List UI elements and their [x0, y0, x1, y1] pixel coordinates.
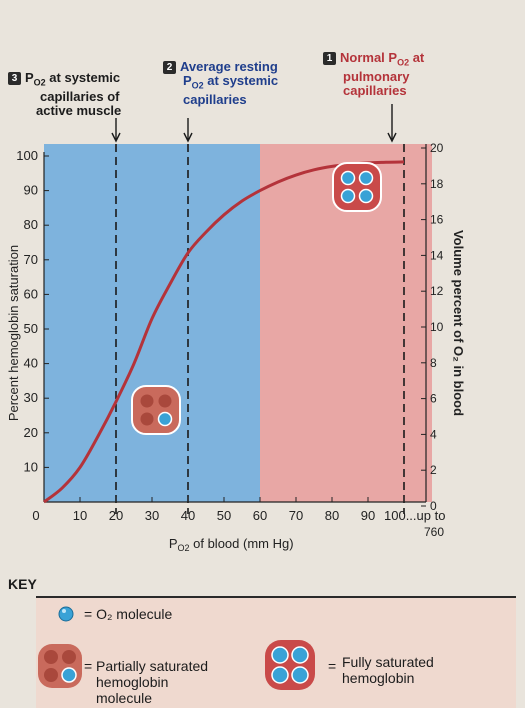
- partially-saturated-hemoglobin-icon: [38, 644, 82, 688]
- y-tick-label-60: 60: [24, 286, 38, 301]
- y2-tick-label-20: 20: [430, 141, 444, 155]
- annotation-pulmonary: 1 Normal PO2 at pulmonary capillaries: [323, 51, 424, 98]
- annotation-3-line1: PO2 at systemic: [25, 70, 121, 88]
- y-tick-label-50: 50: [24, 321, 38, 336]
- y-tick-label-30: 30: [24, 390, 38, 405]
- annotation-1-line1: Normal PO2 at: [340, 50, 425, 68]
- annotation-3-line2: capillaries of: [40, 88, 120, 104]
- badge-3: 3: [8, 72, 21, 85]
- hemoglobin-full-on-chart-body: [332, 162, 382, 212]
- arrowhead-20: [111, 132, 121, 143]
- annotation-1-line2: pulmonary: [343, 68, 410, 84]
- x-tick-label-760: 760: [424, 525, 444, 539]
- y2-tick-label-0: 0: [430, 499, 437, 513]
- x-tick-label-10: 100...up to: [384, 508, 445, 523]
- hemoglobin-partial-on-chart-site-0: [140, 394, 154, 408]
- y2-axis-label: Volume percent of O₂ in blood: [451, 230, 466, 416]
- x-tick-label-3: 30: [145, 508, 159, 523]
- y-axis-label: Percent hemoglobin saturation: [6, 245, 21, 421]
- y-tick-label-10: 10: [24, 459, 38, 474]
- hemoglobin-full-on-chart-site-1: [358, 170, 374, 186]
- arrowhead-100: [387, 132, 397, 143]
- full-label: Fully saturated hemoglobin: [342, 654, 434, 686]
- y2-tick-label-10: 10: [430, 320, 444, 334]
- annotation-2-line1: Average resting: [180, 59, 278, 74]
- x-tick-label-7: 70: [289, 508, 303, 523]
- y-tick-label-20: 20: [24, 425, 38, 440]
- x-tick-label-6: 60: [253, 508, 267, 523]
- hemoglobin-partial-on-chart-body: [131, 385, 181, 435]
- shaded-region-blue: [44, 144, 260, 502]
- key-panel: = O₂ molecule = Partially saturated hemo…: [36, 596, 516, 708]
- y-tick-label-40: 40: [24, 356, 38, 371]
- y2-tick-label-16: 16: [430, 213, 444, 227]
- y2-tick-label-8: 8: [430, 356, 437, 370]
- partial-label: Partially saturated hemoglobin molecule: [96, 658, 209, 706]
- x-tick-label-5: 50: [217, 508, 231, 523]
- annotation-resting: 2 Average resting PO2 at systemic capilla…: [163, 60, 278, 107]
- key-title: KEY: [8, 576, 37, 592]
- y2-tick-label-2: 2: [430, 463, 437, 477]
- y-tick-label-80: 80: [24, 217, 38, 232]
- annotation-active-muscle: 3 PO2 at systemic capillaries of active m…: [8, 71, 121, 118]
- y-tick-label-100: 100: [16, 148, 38, 163]
- annotation-2-line3: capillaries: [183, 91, 247, 107]
- y2-tick-label-6: 6: [430, 392, 437, 406]
- o2-molecule-icon: [58, 606, 74, 622]
- y-tick-label-90: 90: [24, 183, 38, 198]
- y2-tick-label-14: 14: [430, 248, 444, 262]
- full-eq: =: [328, 658, 337, 674]
- y-tick-label-70: 70: [24, 252, 38, 267]
- x-tick-label-8: 80: [325, 508, 339, 523]
- hemoglobin-partial-on-chart-site-3: [157, 411, 173, 427]
- y2-tick-label-18: 18: [430, 177, 444, 191]
- hemoglobin-full-on-chart-site-3: [358, 188, 374, 204]
- y2-tick-label-4: 4: [430, 427, 437, 441]
- hemoglobin-full-on-chart: [332, 162, 382, 212]
- x-tick-label-2: 20: [109, 508, 123, 523]
- arrowhead-40: [183, 132, 193, 143]
- hemoglobin-partial-on-chart: [131, 385, 181, 435]
- annotation-3-line3: active muscle: [36, 102, 122, 118]
- partial-eq: =: [84, 658, 93, 674]
- badge-1: 1: [323, 52, 336, 65]
- x-axis-label: PO2 of blood (mm Hg): [169, 536, 294, 553]
- annotation-2-line2: PO2 at systemic: [183, 73, 279, 91]
- hemoglobin-full-on-chart-site-2: [340, 188, 356, 204]
- y2-tick-label-12: 12: [430, 284, 444, 298]
- hemoglobin-full-on-chart-site-0: [340, 170, 356, 186]
- x-tick-label-4: 40: [181, 508, 195, 523]
- x-tick-label-1: 10: [73, 508, 87, 523]
- x-tick-label-9: 90: [361, 508, 375, 523]
- o2-molecule-label: = O₂ molecule: [84, 606, 173, 622]
- hemoglobin-partial-on-chart-site-1: [158, 394, 172, 408]
- annotation-1-line3: capillaries: [343, 82, 407, 98]
- x-tick-label-0: 0: [32, 508, 39, 523]
- fully-saturated-hemoglobin-icon: [265, 640, 315, 690]
- badge-2: 2: [163, 61, 176, 74]
- hemoglobin-partial-on-chart-site-2: [140, 412, 154, 426]
